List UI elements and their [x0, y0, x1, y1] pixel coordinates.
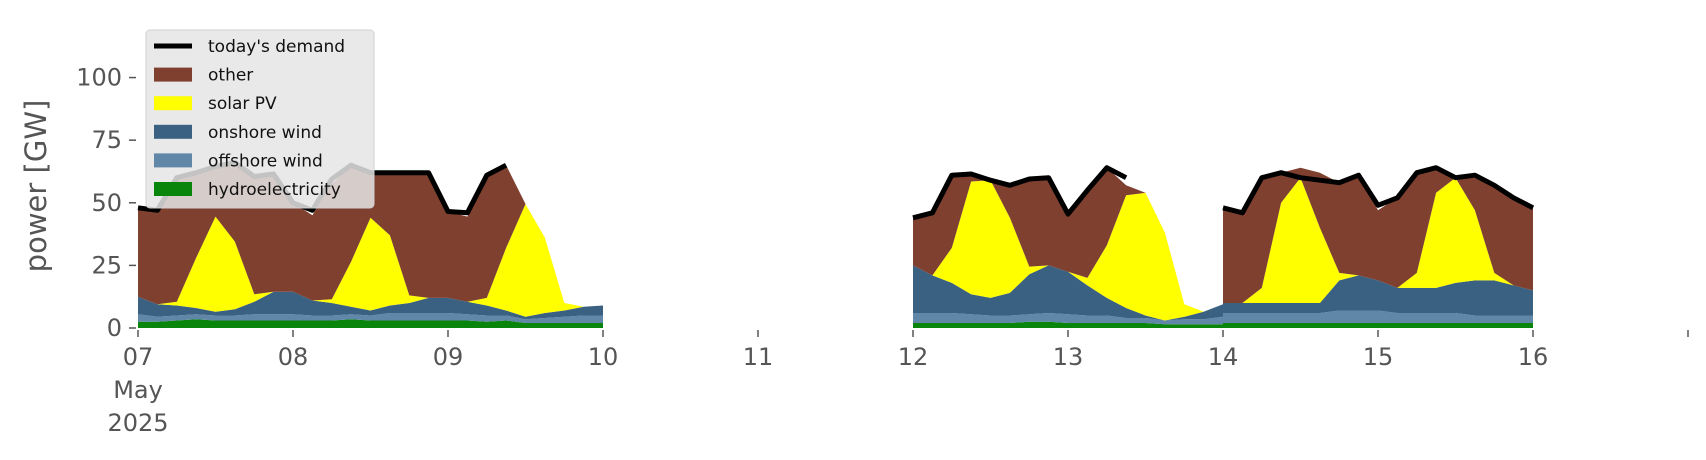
- legend-label-other: other: [208, 66, 253, 86]
- area-hydroelectricity-seg0: [138, 319, 603, 328]
- legend-label-today-s-demand: today's demand: [208, 37, 345, 57]
- area-solar-pv-seg1: [913, 180, 1223, 321]
- area-offshore-wind-seg1: [913, 313, 1223, 325]
- legend-swatch-hydroelectricity: [154, 182, 192, 196]
- axes: 0 25 50 75 100 07 May 2025 08 09 10 11 12 13 14 15 16 pow…: [19, 64, 1689, 437]
- area-hydroelectricity-seg1: [913, 321, 1223, 328]
- area-other-seg1: [913, 167, 1223, 312]
- legend-swatch-onshore-wind: [154, 124, 192, 139]
- demand-line-seg2: [1222, 165, 1535, 216]
- area-onshore-wind-seg1: [913, 265, 1223, 321]
- x-tick-label-14: 14: [1208, 343, 1239, 371]
- area-solar-pv-seg0: [138, 204, 603, 317]
- area-offshore-wind-seg0: [138, 313, 603, 323]
- legend-label-onshore-wind: onshore wind: [208, 123, 322, 143]
- y-tick-label-50: 50: [91, 189, 122, 217]
- legend-label-solar-pv: solar PV: [208, 94, 277, 114]
- legend-box: [145, 29, 375, 209]
- y-tick-label-100: 100: [76, 64, 122, 92]
- x-tick-label-07: 07: [123, 343, 154, 371]
- demand-line-seg1: [912, 165, 1128, 221]
- x-tick-label-15: 15: [1363, 343, 1394, 371]
- y-axis-title: power [GW]: [19, 100, 53, 273]
- legend-swatch-other: [154, 67, 192, 82]
- x-tick-label-11: 11: [743, 343, 774, 371]
- x-tick-label-10: 10: [588, 343, 619, 371]
- y-tick-label-0: 0: [107, 314, 122, 342]
- legend-swatch-offshore-wind: [154, 153, 192, 168]
- x-tick-label-09: 09: [433, 343, 464, 371]
- y-tick-label-25: 25: [91, 251, 122, 279]
- x-tick-label-12: 12: [898, 343, 929, 371]
- y-tick-label-75: 75: [91, 126, 122, 154]
- area-solar-pv-seg2: [1223, 177, 1533, 303]
- area-hydroelectricity-seg2: [1223, 323, 1533, 328]
- x-tick-sublabel-0: May: [113, 376, 163, 404]
- legend: today's demand other solar PV onshore wind o…: [145, 29, 375, 209]
- x-tick-sublabel-1: 2025: [107, 409, 168, 437]
- legend-swatch-solar-pv: [154, 96, 192, 111]
- legend-label-offshore-wind: offshore wind: [208, 151, 323, 171]
- area-other-seg2: [1223, 167, 1533, 303]
- x-tick-label-16: 16: [1518, 343, 1549, 371]
- area-onshore-wind-seg2: [1223, 275, 1533, 316]
- x-tick-label-13: 13: [1053, 343, 1084, 371]
- area-onshore-wind-seg0: [138, 291, 603, 320]
- legend-label-hydroelectricity: hydroelectricity: [208, 180, 341, 200]
- x-tick-label-08: 08: [278, 343, 309, 371]
- area-offshore-wind-seg2: [1223, 310, 1533, 323]
